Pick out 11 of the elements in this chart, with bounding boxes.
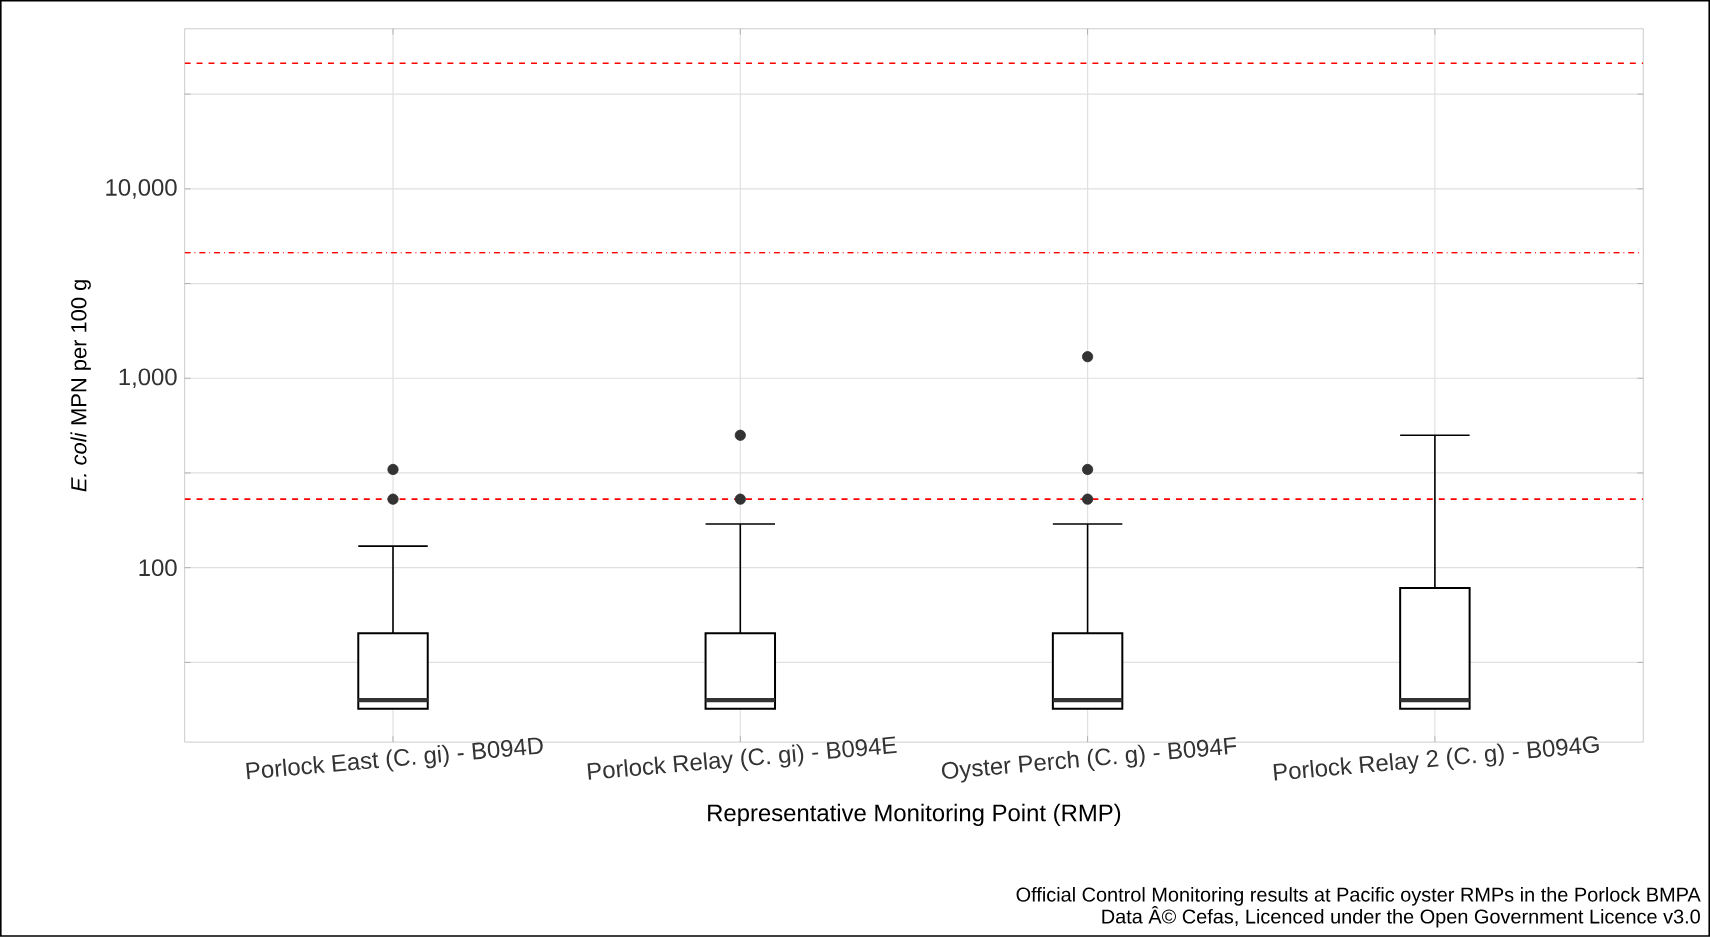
y-tick-label: 100	[139, 559, 177, 577]
x-tick-label: Oyster Perch (C. g) - B094F	[941, 737, 1236, 783]
x-tick-label: Porlock Relay (C. gi) - B094E	[587, 736, 897, 780]
x-tick-label: Porlock Relay 2 (C. g) - B094G	[1273, 736, 1599, 781]
text: Official Control Monitoring results at Pacific oyster RMPs in the Porlock BMPA	[1016, 887, 1701, 906]
y-tick-label: 10,000	[106, 179, 177, 199]
text: Data Â© Cefas, Licenced under the Open Government Licence v3.0	[1102, 906, 1700, 928]
x-tick-label: Porlock East (C. gi) - B094D	[246, 737, 543, 780]
y-axis-title: E. coli MPN per 100 g	[70, 280, 91, 492]
y-tick-label: 1,000	[119, 368, 177, 389]
x-axis-title: Representative Monitoring Point (RMP)	[708, 803, 1121, 827]
